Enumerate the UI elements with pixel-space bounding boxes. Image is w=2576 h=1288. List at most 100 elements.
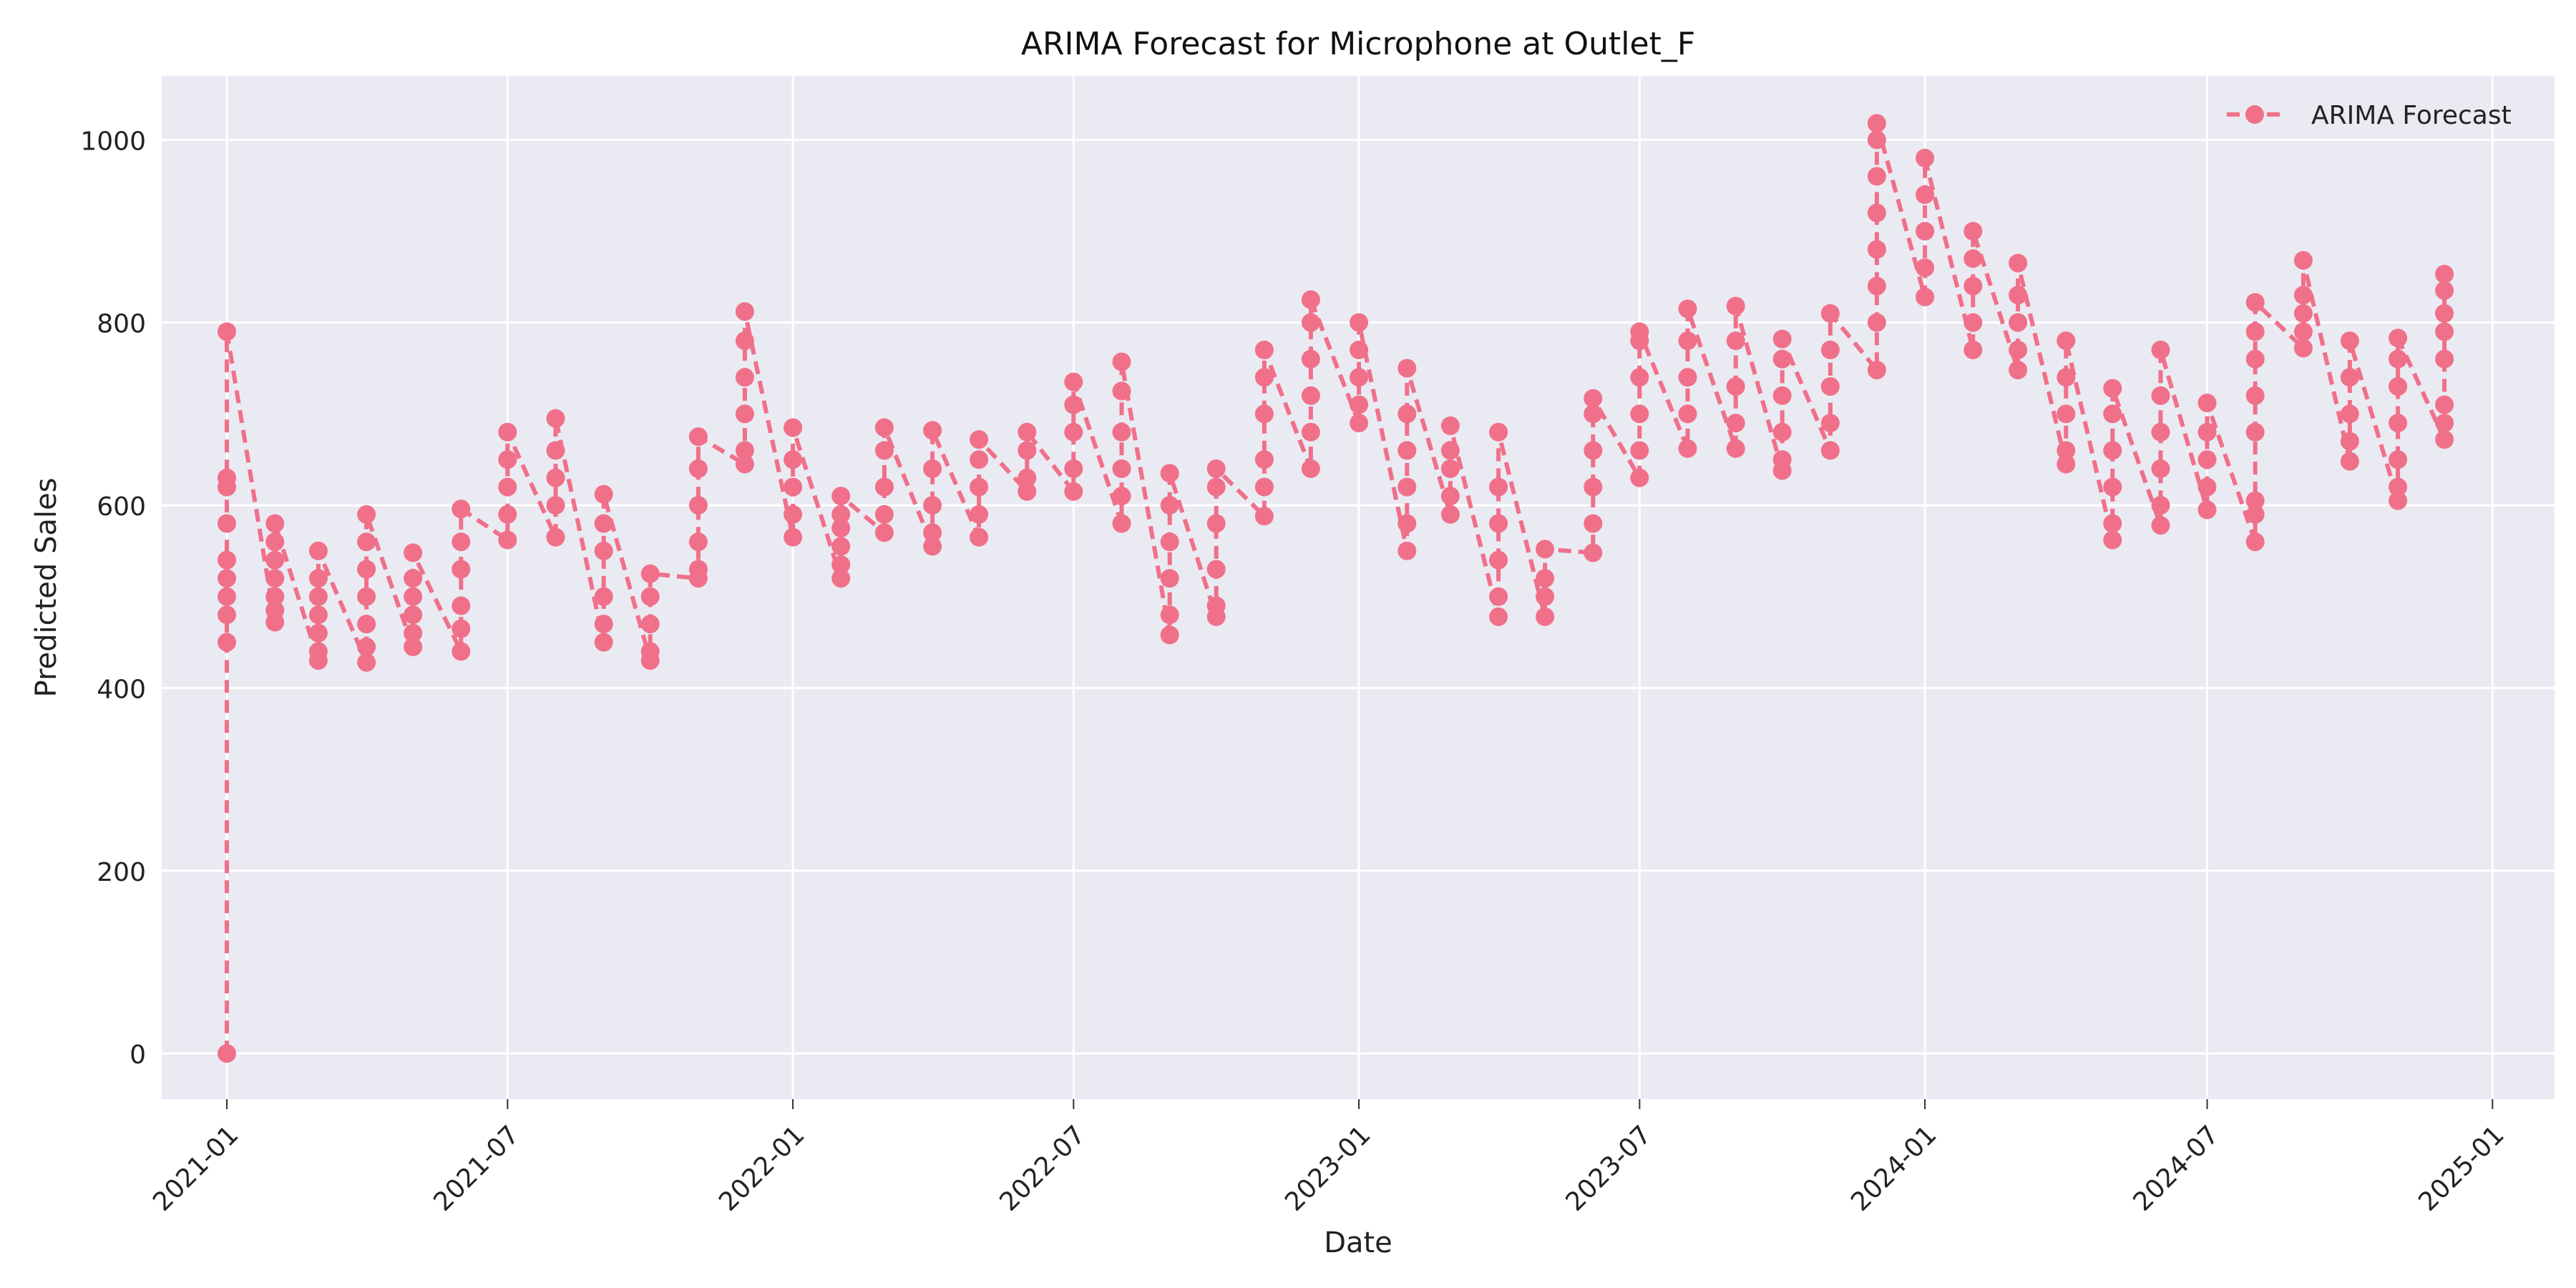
data-point — [594, 484, 613, 504]
data-point — [2151, 496, 2170, 515]
data-point — [970, 504, 989, 524]
data-point — [308, 623, 328, 643]
data-point — [2057, 454, 2076, 474]
data-point — [874, 441, 894, 460]
data-point — [1440, 416, 1460, 435]
data-point — [404, 569, 423, 588]
data-point — [1301, 290, 1320, 309]
data-point — [357, 560, 376, 579]
data-point — [784, 450, 803, 469]
data-point — [265, 550, 285, 570]
data-point — [1916, 288, 1935, 306]
data-point — [970, 527, 989, 547]
data-point — [735, 454, 754, 474]
data-point — [2293, 250, 2313, 270]
data-point — [2293, 338, 2313, 358]
data-point — [2245, 293, 2265, 312]
data-point — [735, 302, 754, 321]
data-point — [1678, 331, 1697, 351]
data-point — [831, 504, 851, 524]
data-point — [452, 499, 471, 519]
data-point — [546, 527, 565, 547]
data-point — [784, 477, 803, 497]
data-point — [1112, 352, 1131, 371]
data-point — [2057, 331, 2076, 351]
data-point — [1772, 329, 1792, 348]
data-point — [1536, 587, 1555, 606]
data-point — [498, 422, 517, 441]
data-point — [1584, 404, 1603, 424]
data-point — [923, 496, 942, 515]
data-point — [923, 421, 942, 440]
data-point — [218, 468, 236, 487]
data-point — [923, 523, 942, 542]
data-point — [1963, 249, 1983, 268]
data-point — [1160, 569, 1179, 588]
data-point — [265, 514, 285, 533]
data-point — [218, 605, 236, 625]
data-point — [218, 1044, 236, 1063]
data-point — [1160, 625, 1179, 645]
data-point — [1867, 203, 1886, 223]
data-point — [970, 430, 989, 449]
data-point — [2389, 349, 2408, 369]
data-point — [1489, 587, 1508, 606]
data-point — [1963, 276, 1983, 296]
data-point — [1350, 395, 1369, 414]
y-tick-label: 800 — [97, 310, 146, 339]
data-point — [1301, 386, 1320, 405]
data-point — [357, 638, 376, 656]
data-point — [546, 409, 565, 428]
data-point — [1018, 468, 1037, 487]
data-point — [1112, 514, 1131, 533]
data-point — [1916, 148, 1935, 167]
data-point — [2435, 281, 2454, 300]
data-point — [1440, 504, 1460, 524]
data-point — [1489, 422, 1508, 441]
data-point — [1726, 377, 1745, 396]
data-point — [1064, 372, 1083, 391]
data-point — [1350, 368, 1369, 387]
data-point — [1206, 459, 1226, 478]
data-point — [1112, 487, 1131, 506]
data-point — [1254, 368, 1274, 387]
data-point — [2009, 361, 2028, 380]
data-point — [218, 514, 236, 533]
data-point — [1018, 482, 1037, 501]
data-point — [784, 504, 803, 524]
data-point — [1397, 358, 1417, 378]
data-point — [1916, 185, 1935, 204]
legend: ARIMA Forecast — [2227, 101, 2512, 130]
data-point — [2245, 386, 2265, 405]
chart-title: ARIMA Forecast for Microphone at Outlet_… — [1021, 26, 1695, 62]
data-point — [357, 587, 376, 606]
data-point — [688, 560, 708, 579]
data-point — [1867, 276, 1886, 296]
data-point — [308, 587, 328, 606]
data-point — [2057, 441, 2076, 460]
data-point — [1064, 395, 1083, 414]
data-point — [2103, 379, 2122, 398]
data-point — [831, 537, 851, 556]
data-point — [874, 477, 894, 497]
data-point — [784, 527, 803, 547]
data-point — [1867, 114, 1886, 133]
data-point — [735, 404, 754, 424]
data-point — [1489, 514, 1508, 533]
data-point — [874, 504, 894, 524]
data-point — [1916, 222, 1935, 241]
x-axis-label: Date — [1324, 1226, 1392, 1259]
data-point — [1867, 130, 1886, 150]
y-tick-label: 600 — [97, 492, 146, 522]
data-point — [1916, 258, 1935, 278]
data-point — [1301, 422, 1320, 441]
data-point — [2245, 532, 2265, 552]
data-point — [404, 587, 423, 606]
data-point — [2435, 414, 2454, 433]
data-point — [2435, 322, 2454, 341]
data-point — [404, 543, 423, 562]
data-point — [2103, 477, 2122, 497]
data-point — [735, 441, 754, 460]
data-point — [452, 619, 471, 638]
data-point — [1206, 514, 1226, 533]
